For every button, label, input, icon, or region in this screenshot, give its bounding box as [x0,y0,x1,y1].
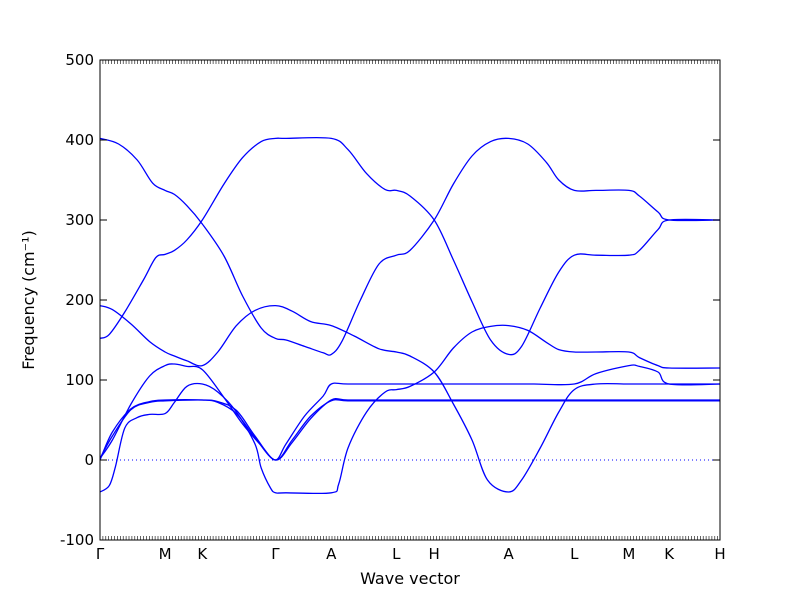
y-tick-label: 0 [84,451,94,469]
band-line-2 [99,136,721,356]
x-tick-label: L [392,545,401,563]
plot-frame [99,59,721,541]
x-tick-label: H [429,545,440,563]
x-tick-label: K [197,545,208,563]
y-tick-label: 300 [65,211,94,229]
band-line-5 [99,363,721,461]
x-tick-label: M [622,545,635,563]
x-tick-label: A [503,545,514,563]
x-tick-label: L [570,545,579,563]
y-tick-label: -100 [60,531,94,549]
band-line-1 [99,137,721,356]
x-tick-label: H [714,545,725,563]
series-layer [99,136,721,495]
band-line-7 [99,397,720,461]
band-line-4 [99,324,721,495]
y-tick-label: 200 [65,291,94,309]
x-axis-title: Wave vector [360,569,460,588]
labels-layer: -100 0 100 200 300 400 500 Γ M K Γ A L H A L M K H [60,51,726,563]
y-tick-label: 400 [65,131,94,149]
y-axis-title: Frequency (cm⁻¹) [19,230,38,369]
x-tick-label: Γ [96,545,105,563]
y-tick-label: 100 [65,371,94,389]
x-tick-label: A [326,545,337,563]
x-tick-label: K [664,545,675,563]
band-line-6 [99,399,720,461]
x-tick-label: Γ [271,545,280,563]
y-tick-label: 500 [65,51,94,69]
band-line-3 [99,304,720,493]
x-tick-label: M [159,545,172,563]
ticks-layer [99,59,720,541]
